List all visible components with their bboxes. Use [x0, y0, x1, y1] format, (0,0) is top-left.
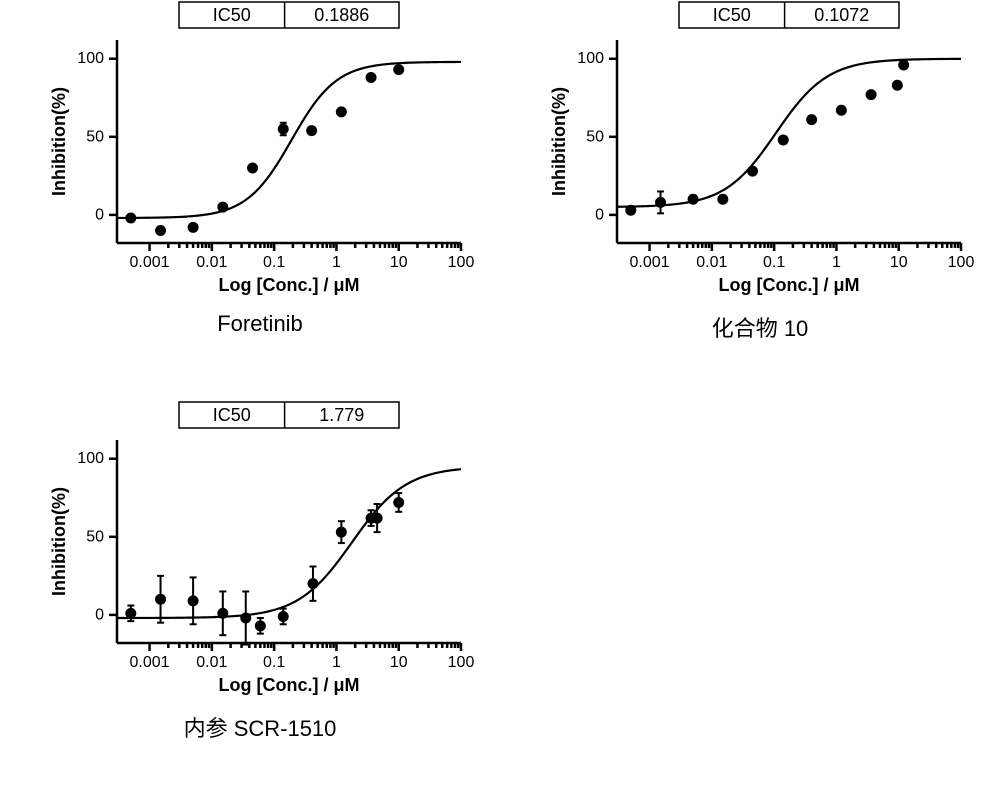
svg-text:0: 0 — [595, 206, 604, 223]
tick-labels: 0 50 100 0.001 0.01 0.1 1 10 100 — [77, 450, 474, 671]
svg-text:10: 10 — [390, 254, 408, 271]
ic50-box: IC50 0.1072 — [679, 2, 899, 28]
axes — [609, 40, 961, 251]
x-axis-label: Log [Conc.] / μM — [219, 275, 360, 295]
data-series — [125, 493, 404, 644]
svg-text:1.779: 1.779 — [319, 405, 364, 425]
y-axis-label: Inhibition(%) — [49, 87, 69, 196]
svg-text:0.1072: 0.1072 — [814, 5, 869, 25]
x-axis-label: Log [Conc.] / μM — [719, 275, 860, 295]
axes — [109, 40, 461, 251]
svg-text:0.1: 0.1 — [263, 654, 285, 671]
svg-text:0.001: 0.001 — [130, 254, 170, 271]
tick-labels: 0 50 100 0.001 0.01 0.1 1 10 100 — [577, 50, 974, 271]
chart-caption: Foretinib — [45, 311, 475, 337]
svg-text:100: 100 — [448, 254, 475, 271]
svg-text:0.01: 0.01 — [696, 254, 727, 271]
ic50-box: IC50 0.1886 — [179, 2, 399, 28]
x-axis-label: Log [Conc.] / μM — [219, 675, 360, 695]
svg-text:IC50: IC50 — [713, 5, 751, 25]
svg-text:1: 1 — [332, 654, 341, 671]
svg-text:0.1: 0.1 — [763, 254, 785, 271]
svg-text:1: 1 — [832, 254, 841, 271]
svg-text:0.1: 0.1 — [263, 254, 285, 271]
svg-text:0: 0 — [95, 206, 104, 223]
svg-text:0.1886: 0.1886 — [314, 5, 369, 25]
fit-curve — [617, 59, 961, 207]
svg-text:0.001: 0.001 — [630, 254, 670, 271]
fit-curve — [117, 469, 461, 618]
svg-text:IC50: IC50 — [213, 405, 251, 425]
data-series — [625, 59, 909, 215]
svg-text:0.01: 0.01 — [196, 654, 227, 671]
svg-text:0.001: 0.001 — [130, 654, 170, 671]
svg-text:100: 100 — [948, 254, 975, 271]
tick-labels: 0 50 100 0.001 0.01 0.1 1 10 100 — [77, 50, 474, 271]
svg-text:10: 10 — [390, 654, 408, 671]
svg-text:50: 50 — [86, 128, 104, 145]
chart-caption: 内参 SCR-1510 — [45, 711, 475, 743]
svg-text:50: 50 — [86, 528, 104, 545]
svg-text:0: 0 — [95, 606, 104, 623]
svg-text:IC50: IC50 — [213, 5, 251, 25]
svg-text:10: 10 — [890, 254, 908, 271]
fit-curve — [117, 62, 461, 218]
chart-panel-p2: IC50 0.1072 0 50 100 0.001 0.01 0.1 1 10 100 Log [C… — [545, 0, 975, 343]
chart-panel-p3: IC50 1.779 0 50 100 0.001 0.01 0.1 1 10 100 Log [Co… — [45, 400, 475, 743]
svg-text:100: 100 — [448, 654, 475, 671]
ic50-box: IC50 1.779 — [179, 402, 399, 428]
y-axis-label: Inhibition(%) — [49, 487, 69, 596]
svg-text:100: 100 — [577, 50, 604, 67]
chart-caption: 化合物 10 — [545, 311, 975, 343]
svg-text:0.01: 0.01 — [196, 254, 227, 271]
data-series — [125, 64, 404, 236]
y-axis-label: Inhibition(%) — [549, 87, 569, 196]
chart-panel-p1: IC50 0.1886 0 50 100 0.001 0.01 0.1 1 10 100 Log [C… — [45, 0, 475, 337]
svg-text:100: 100 — [77, 50, 104, 67]
svg-text:50: 50 — [586, 128, 604, 145]
svg-text:100: 100 — [77, 450, 104, 467]
svg-text:1: 1 — [332, 254, 341, 271]
